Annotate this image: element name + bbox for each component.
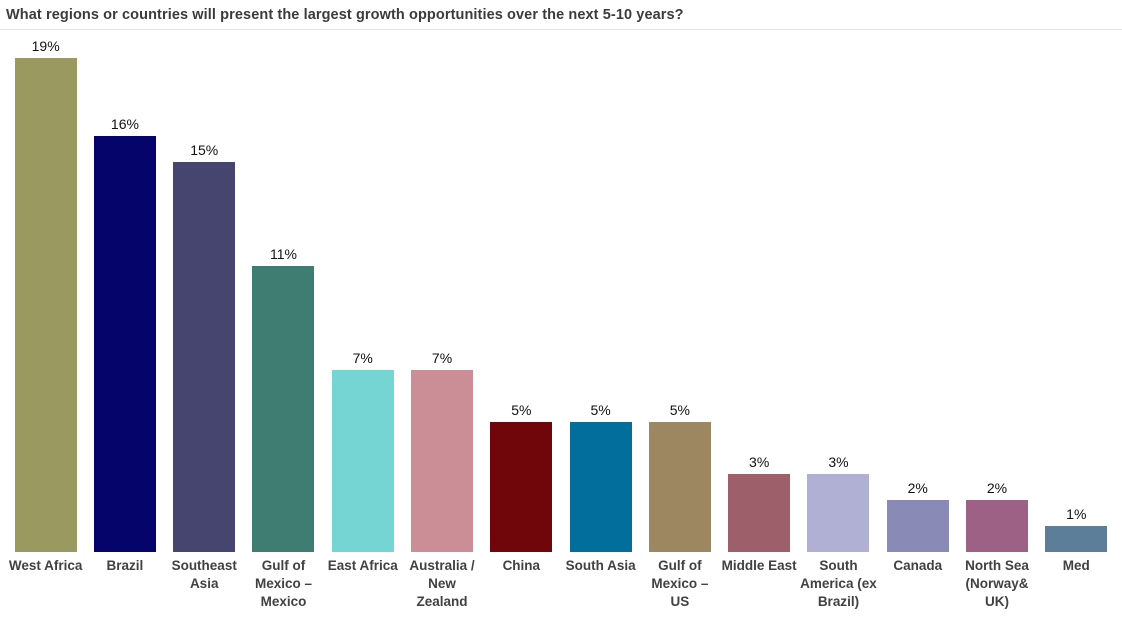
bar-group: 2% Canada [878,30,957,628]
category-label: South Asia [565,558,636,573]
bar-area: 1% [1037,30,1116,552]
bar [14,58,77,552]
bar-area: 5% [561,30,640,552]
bar-value-label: 7% [352,350,373,366]
category-label: Gulf of Mexico – US [651,558,709,610]
category-label: Middle East [721,558,797,573]
category-label: Southeast Asia [171,558,237,592]
bar-area: 7% [323,30,402,552]
category-label: China [502,558,541,573]
bar-group: 7% East Africa [323,30,402,628]
bar [886,500,949,552]
bar [331,370,394,552]
chart-header: What regions or countries will present t… [0,0,1122,30]
bar [966,500,1029,552]
bar [173,162,236,552]
bar-value-label: 19% [31,38,60,54]
bar-group: 16% Brazil [85,30,164,628]
bar-area: 3% [799,30,878,552]
bar-value-label: 11% [269,246,297,262]
bar [411,370,474,552]
category-label: Brazil [106,558,144,573]
bar-value-label: 3% [828,454,849,470]
bar [569,422,632,552]
category-label: Canada [893,558,943,573]
category-label: Med [1062,558,1090,573]
bar-group: 15% Southeast Asia [165,30,244,628]
bar-chart: 19% West Africa 16% Brazil 15% Southeast Asia… [0,30,1122,628]
bar-group: 7% Australia / New Zealand [402,30,481,628]
bar-area: 19% [6,30,85,552]
bar [1045,526,1108,552]
chart-title: What regions or countries will present t… [6,7,684,23]
bar-group: 1% Med [1037,30,1116,628]
bar-group: 5% Gulf of Mexico – US [640,30,719,628]
bar-group: 19% West Africa [6,30,85,628]
category-label: North Sea (Norway& UK) [965,558,1029,610]
bar [252,266,315,552]
bar-group: 5% China [482,30,561,628]
bar [728,474,791,552]
bar-value-label: 2% [986,480,1008,496]
bar-value-label: 5% [669,402,690,418]
bar-group: 3% Middle East [720,30,799,628]
bar-area: 2% [878,30,957,552]
bar [648,422,711,552]
bar-value-label: 5% [511,402,532,418]
category-label: East Africa [327,558,398,573]
bar-value-label: 2% [907,480,928,496]
bar-area: 5% [482,30,561,552]
bar-area: 3% [720,30,799,552]
bar [807,474,870,552]
category-label: Australia / New Zealand [409,558,475,610]
bar-group: 3% South America (ex Brazil) [799,30,878,628]
bar [93,136,156,552]
bar-value-label: 16% [110,116,139,132]
category-label: Gulf of Mexico – Mexico [254,558,312,610]
category-label: South America (ex Brazil) [800,558,877,610]
bar-group: 2% North Sea (Norway& UK) [957,30,1036,628]
category-label: West Africa [8,558,83,573]
bar-area: 7% [402,30,481,552]
bar-group: 5% South Asia [561,30,640,628]
bar [490,422,553,552]
bar-value-label: 7% [431,350,453,366]
bar-value-label: 3% [749,454,770,470]
bar-value-label: 1% [1066,506,1087,522]
bar-value-label: 15% [190,142,219,158]
bar-area: 2% [957,30,1036,552]
bar-area: 11% [244,30,323,552]
bar-group: 11% Gulf of Mexico – Mexico [244,30,323,628]
bar-area: 5% [640,30,719,552]
bar-area: 15% [165,30,244,552]
bar-value-label: 5% [590,402,611,418]
bar-area: 16% [85,30,164,552]
